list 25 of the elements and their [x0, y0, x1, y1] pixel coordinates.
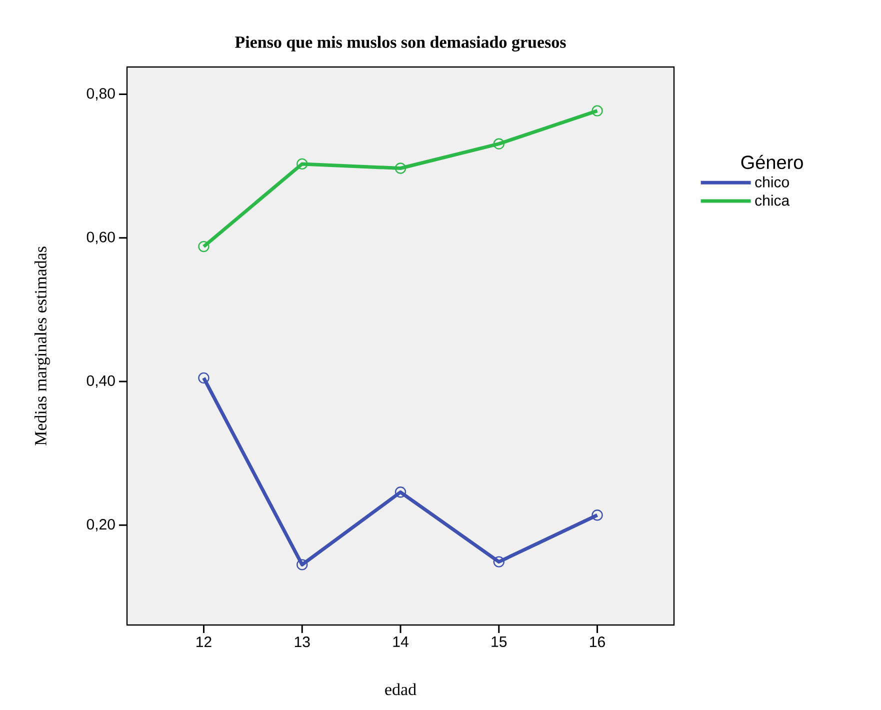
x-tick-label: 14 [393, 636, 408, 647]
point [493, 556, 504, 568]
point [198, 372, 210, 384]
y-tick-label: 0,40 [86, 375, 115, 388]
legend-title: Género [741, 154, 803, 170]
x-tick-label: 15 [492, 636, 507, 647]
point [394, 486, 406, 498]
chart-title: Pienso que mis muslos son demasiado gruesos [235, 36, 566, 52]
x-axis-title: edad [385, 683, 416, 696]
legend-label: chica [755, 194, 790, 206]
point [198, 240, 210, 252]
point [394, 162, 406, 174]
point [592, 510, 603, 521]
x-tick-label: 13 [294, 636, 310, 648]
y-tick-label: 0,80 [86, 88, 115, 100]
point [493, 138, 504, 150]
y-tick-label: 0,60 [86, 232, 115, 244]
x-tick-label: 16 [590, 636, 605, 648]
x-tick-label: 12 [196, 636, 212, 648]
y-tick-label: 0,20 [86, 518, 115, 532]
point [592, 105, 603, 116]
point [296, 559, 308, 570]
legend-label: chico [755, 176, 789, 188]
y-axis-title: Medias marginales estimadas [34, 246, 50, 446]
point [296, 158, 308, 170]
